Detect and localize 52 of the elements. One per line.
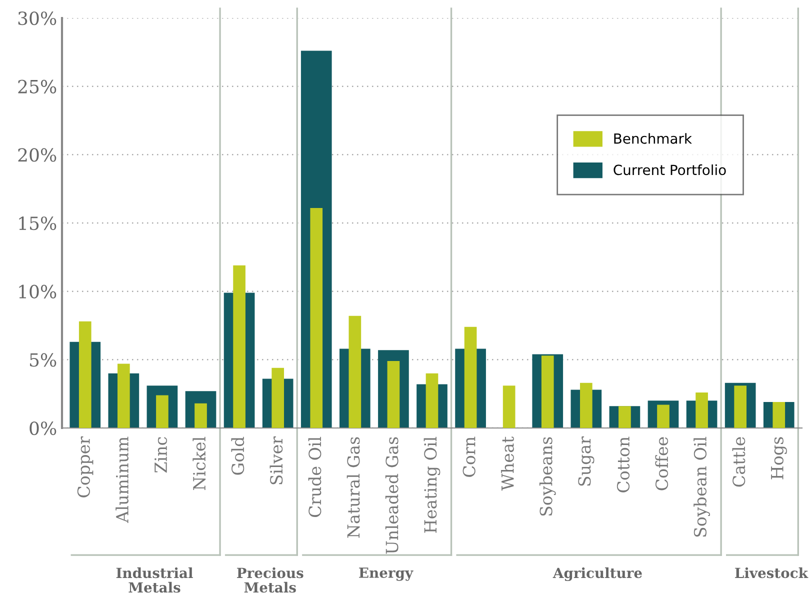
bar (78, 321, 92, 428)
y-tick-label: 5% (30, 353, 56, 367)
x-tick-label: Wheat (501, 436, 514, 491)
y-tick-label: 30% (18, 11, 56, 26)
legend-label: Benchmark (614, 133, 692, 144)
bar (156, 395, 168, 428)
x-tick-label: Silver (270, 436, 283, 484)
x-tick-label: Cotton (616, 436, 630, 492)
bar (194, 403, 207, 428)
bar (657, 404, 670, 428)
bar (541, 356, 554, 428)
text: Energy (359, 568, 414, 581)
text: Industrial Metals (116, 567, 193, 593)
y-tick-label: 20% (18, 148, 56, 162)
bar (387, 361, 400, 428)
x-tick-label: Unleaded Gas (385, 437, 398, 554)
text: Agriculture (552, 567, 642, 582)
bar (502, 386, 516, 428)
x-tick-label: Corn (462, 436, 476, 477)
legend-label: Current Portfolio (614, 164, 726, 176)
y-tick-label: 25% (18, 80, 56, 94)
x-tick-label: Sugar (578, 436, 594, 486)
x-tick-label: Hogs (771, 437, 787, 480)
x-tick-label: Soybean Oil (694, 436, 710, 537)
x-tick-label: Nickel (192, 436, 206, 490)
y-tick-label: 10% (19, 284, 56, 298)
bar (696, 392, 708, 428)
x-tick-label: Cattle (732, 437, 746, 487)
y-tick-label: 15% (19, 216, 56, 230)
bar (464, 326, 477, 428)
text: Precious Metals (237, 567, 304, 593)
x-tick-label: Natural Gas (346, 437, 360, 538)
bar (310, 208, 323, 428)
bar (118, 364, 130, 428)
x-tick-label: Coffee (655, 437, 668, 490)
bar (618, 406, 631, 428)
x-tick-label: Crude Oil (308, 436, 322, 518)
bar (772, 402, 786, 428)
bar (580, 382, 592, 428)
bar (734, 386, 746, 428)
bar (272, 368, 284, 428)
y-tick-label: 0% (30, 421, 56, 436)
bar (348, 316, 362, 428)
text: Livestock (735, 567, 808, 578)
x-tick-label: Aluminum (116, 436, 129, 523)
x-tick-label: Zinc (154, 437, 168, 473)
bar (426, 373, 438, 428)
x-tick-label: Soybeans (539, 437, 556, 516)
x-tick-label: Heating Oil (424, 436, 440, 533)
x-tick-label: Copper (77, 436, 94, 498)
x-tick-label: Gold (231, 436, 244, 475)
bar (233, 265, 246, 428)
